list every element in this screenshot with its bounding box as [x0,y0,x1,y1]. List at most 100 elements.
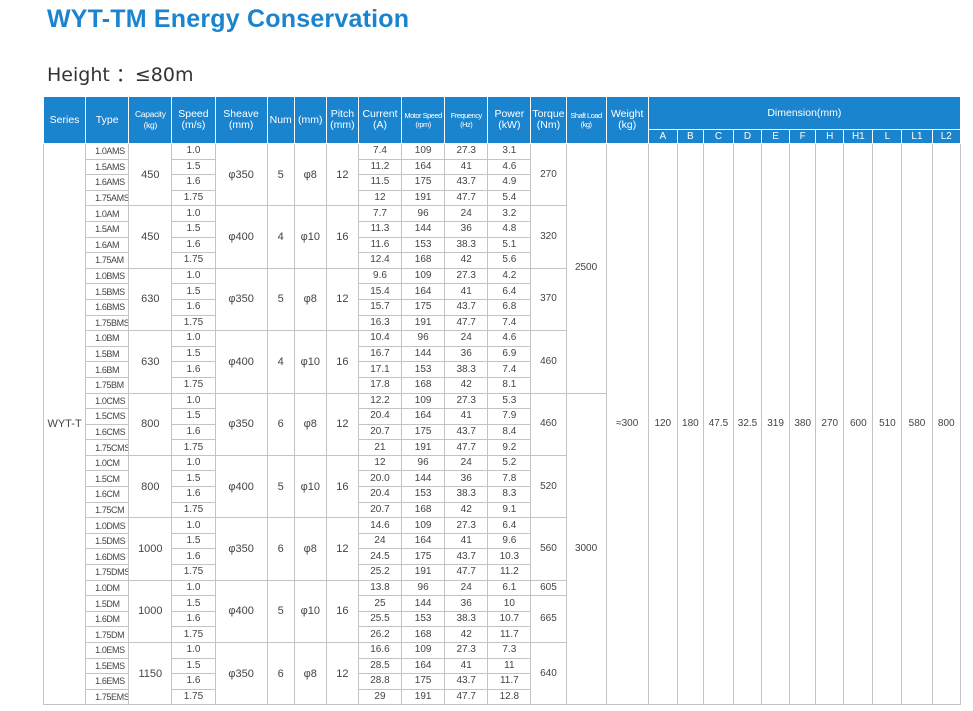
power-cell: 8.4 [487,423,532,441]
frequency-cell: 24 [444,454,489,472]
num-cell: 6 [266,517,295,581]
motor-speed-cell: 164 [401,283,446,300]
dim-header: A [647,129,678,144]
sheave-cell: φ350 [214,641,268,706]
current-cell: 15.4 [357,283,403,300]
dimension-cell: 800 [931,142,962,706]
motor-speed-cell: 153 [401,361,446,378]
power-cell: 11.7 [487,626,532,643]
frequency-cell: 36 [444,345,489,363]
current-cell: 20.7 [357,423,403,441]
frequency-cell: 47.7 [444,688,489,706]
power-cell: 3.2 [487,205,532,222]
frequency-cell: 41 [444,532,489,550]
speed-cell: 1.0 [171,330,216,347]
type-cell: 1.75CM [85,501,130,519]
motor-speed-cell: 109 [401,267,446,285]
type-cell: 1.6EMS [85,673,130,690]
dim-header: H [815,129,845,144]
current-cell: 11.6 [357,236,403,254]
frequency-cell: 38.3 [444,486,489,503]
frequency-cell: 43.7 [444,298,489,316]
type-cell: 1.0DM [85,579,130,597]
power-cell: 5.1 [487,236,532,254]
motor-speed-cell: 153 [401,236,446,254]
num-cell: 6 [266,641,295,706]
rope-cell: φ8 [293,267,327,332]
type-cell: 1.75BM [85,376,130,394]
frequency-cell: 27.3 [444,517,489,534]
motor-speed-cell: 175 [401,548,446,566]
torque-cell: 605 [530,579,567,597]
speed-cell: 1.5 [171,220,216,238]
motor-speed-cell: 191 [401,314,446,332]
capacity-cell: 450 [128,205,173,269]
dimension-cell: 270 [815,142,845,706]
dim-header: D [732,129,763,144]
frequency-cell: 27.3 [444,392,489,410]
speed-cell: 1.6 [171,610,216,628]
type-cell: 1.0CM [85,454,130,472]
speed-cell: 1.75 [171,501,216,519]
frequency-cell: 38.3 [444,361,489,378]
frequency-cell: 47.7 [444,189,489,207]
type-cell: 1.6AMS [85,174,130,191]
speed-cell: 1.6 [171,236,216,254]
sheave-cell: φ400 [214,205,268,269]
torque-cell: 560 [530,517,567,581]
power-cell: 6.9 [487,345,532,363]
motor-speed-cell: 164 [401,408,446,425]
frequency-cell: 24 [444,205,489,222]
dim-header: L [872,129,903,144]
speed-cell: 1.0 [171,392,216,410]
current-cell: 20.0 [357,470,403,488]
speed-cell: 1.0 [171,579,216,597]
table-row: 1.75CMS 1.75 21 191 47.7 9.2 [44,439,961,456]
speed-cell: 1.5 [171,345,216,363]
table-row: 1.0DMS 1000 1.0 φ350 6 φ8 12 14.6 109 27.3 6.4 560 [44,517,961,581]
current-cell: 12.2 [357,392,403,410]
motor-speed-cell: 191 [401,688,446,706]
type-cell: 1.75DM [85,626,130,643]
current-cell: 9.6 [357,267,403,285]
power-cell: 6.8 [487,298,532,316]
current-cell: 24 [357,532,403,550]
num-cell: 6 [266,392,295,456]
sheave-cell: φ350 [214,267,268,332]
capacity-cell: 800 [128,454,173,519]
frequency-cell: 27.3 [444,143,489,160]
current-cell: 14.6 [357,517,403,534]
table-row: 1.75BM 1.75 17.8 168 42 8.1 [44,376,961,394]
type-cell: 1.5AMS [85,158,130,176]
current-cell: 11.3 [357,220,403,238]
frequency-cell: 41 [444,283,489,300]
frequency-cell: 41 [444,408,489,425]
dim-header: B [676,129,704,144]
capacity-cell: 1150 [128,641,173,706]
motor-speed-cell: 109 [401,642,446,659]
rope-cell: φ8 [293,392,327,456]
power-cell: 6.4 [487,517,532,534]
table-row: 1.6BMS 1.6 15.7 175 43.7 6.8 [44,298,961,316]
torque-cell: 270 [530,142,567,207]
current-cell: 20.7 [357,501,403,519]
type-cell: 1.75CMS [85,439,130,456]
motor-speed-cell: 153 [401,486,446,503]
speed-cell: 1.5 [171,595,216,612]
header-num: Num [266,96,295,144]
power-cell: 7.4 [487,314,532,332]
frequency-cell: 42 [444,376,489,394]
current-cell: 16.7 [357,345,403,363]
power-cell: 7.3 [487,642,532,659]
power-cell: 3.1 [487,143,532,160]
header-frequency: Frequency (Hz) [444,96,489,144]
current-cell: 15.7 [357,298,403,316]
frequency-cell: 47.7 [444,314,489,332]
speed-cell: 1.75 [171,376,216,394]
speed-cell: 1.6 [171,423,216,441]
sheave-cell: φ350 [214,142,268,207]
speed-cell: 1.5 [171,283,216,300]
motor-speed-cell: 175 [401,174,446,191]
dimension-cell: 180 [676,142,704,706]
type-cell: 1.75AMS [85,189,130,207]
